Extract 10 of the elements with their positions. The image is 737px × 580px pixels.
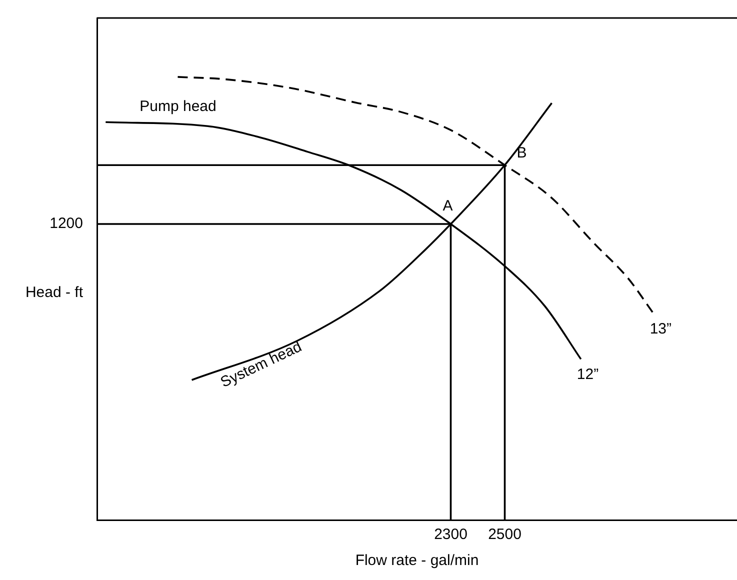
- annotation: B: [516, 144, 527, 162]
- x-tick-label: 2300: [434, 526, 468, 544]
- y-axis-title: Head - ft: [25, 284, 84, 302]
- annotation: A: [442, 198, 453, 215]
- x-axis-title: Flow rate - gal/min: [355, 552, 479, 570]
- series-label: 13”: [650, 320, 672, 338]
- text: 1200: [50, 215, 83, 232]
- annotation: Pump head: [140, 98, 216, 115]
- series-label: 12”: [576, 366, 599, 383]
- x-tick-label: 2500: [488, 526, 522, 544]
